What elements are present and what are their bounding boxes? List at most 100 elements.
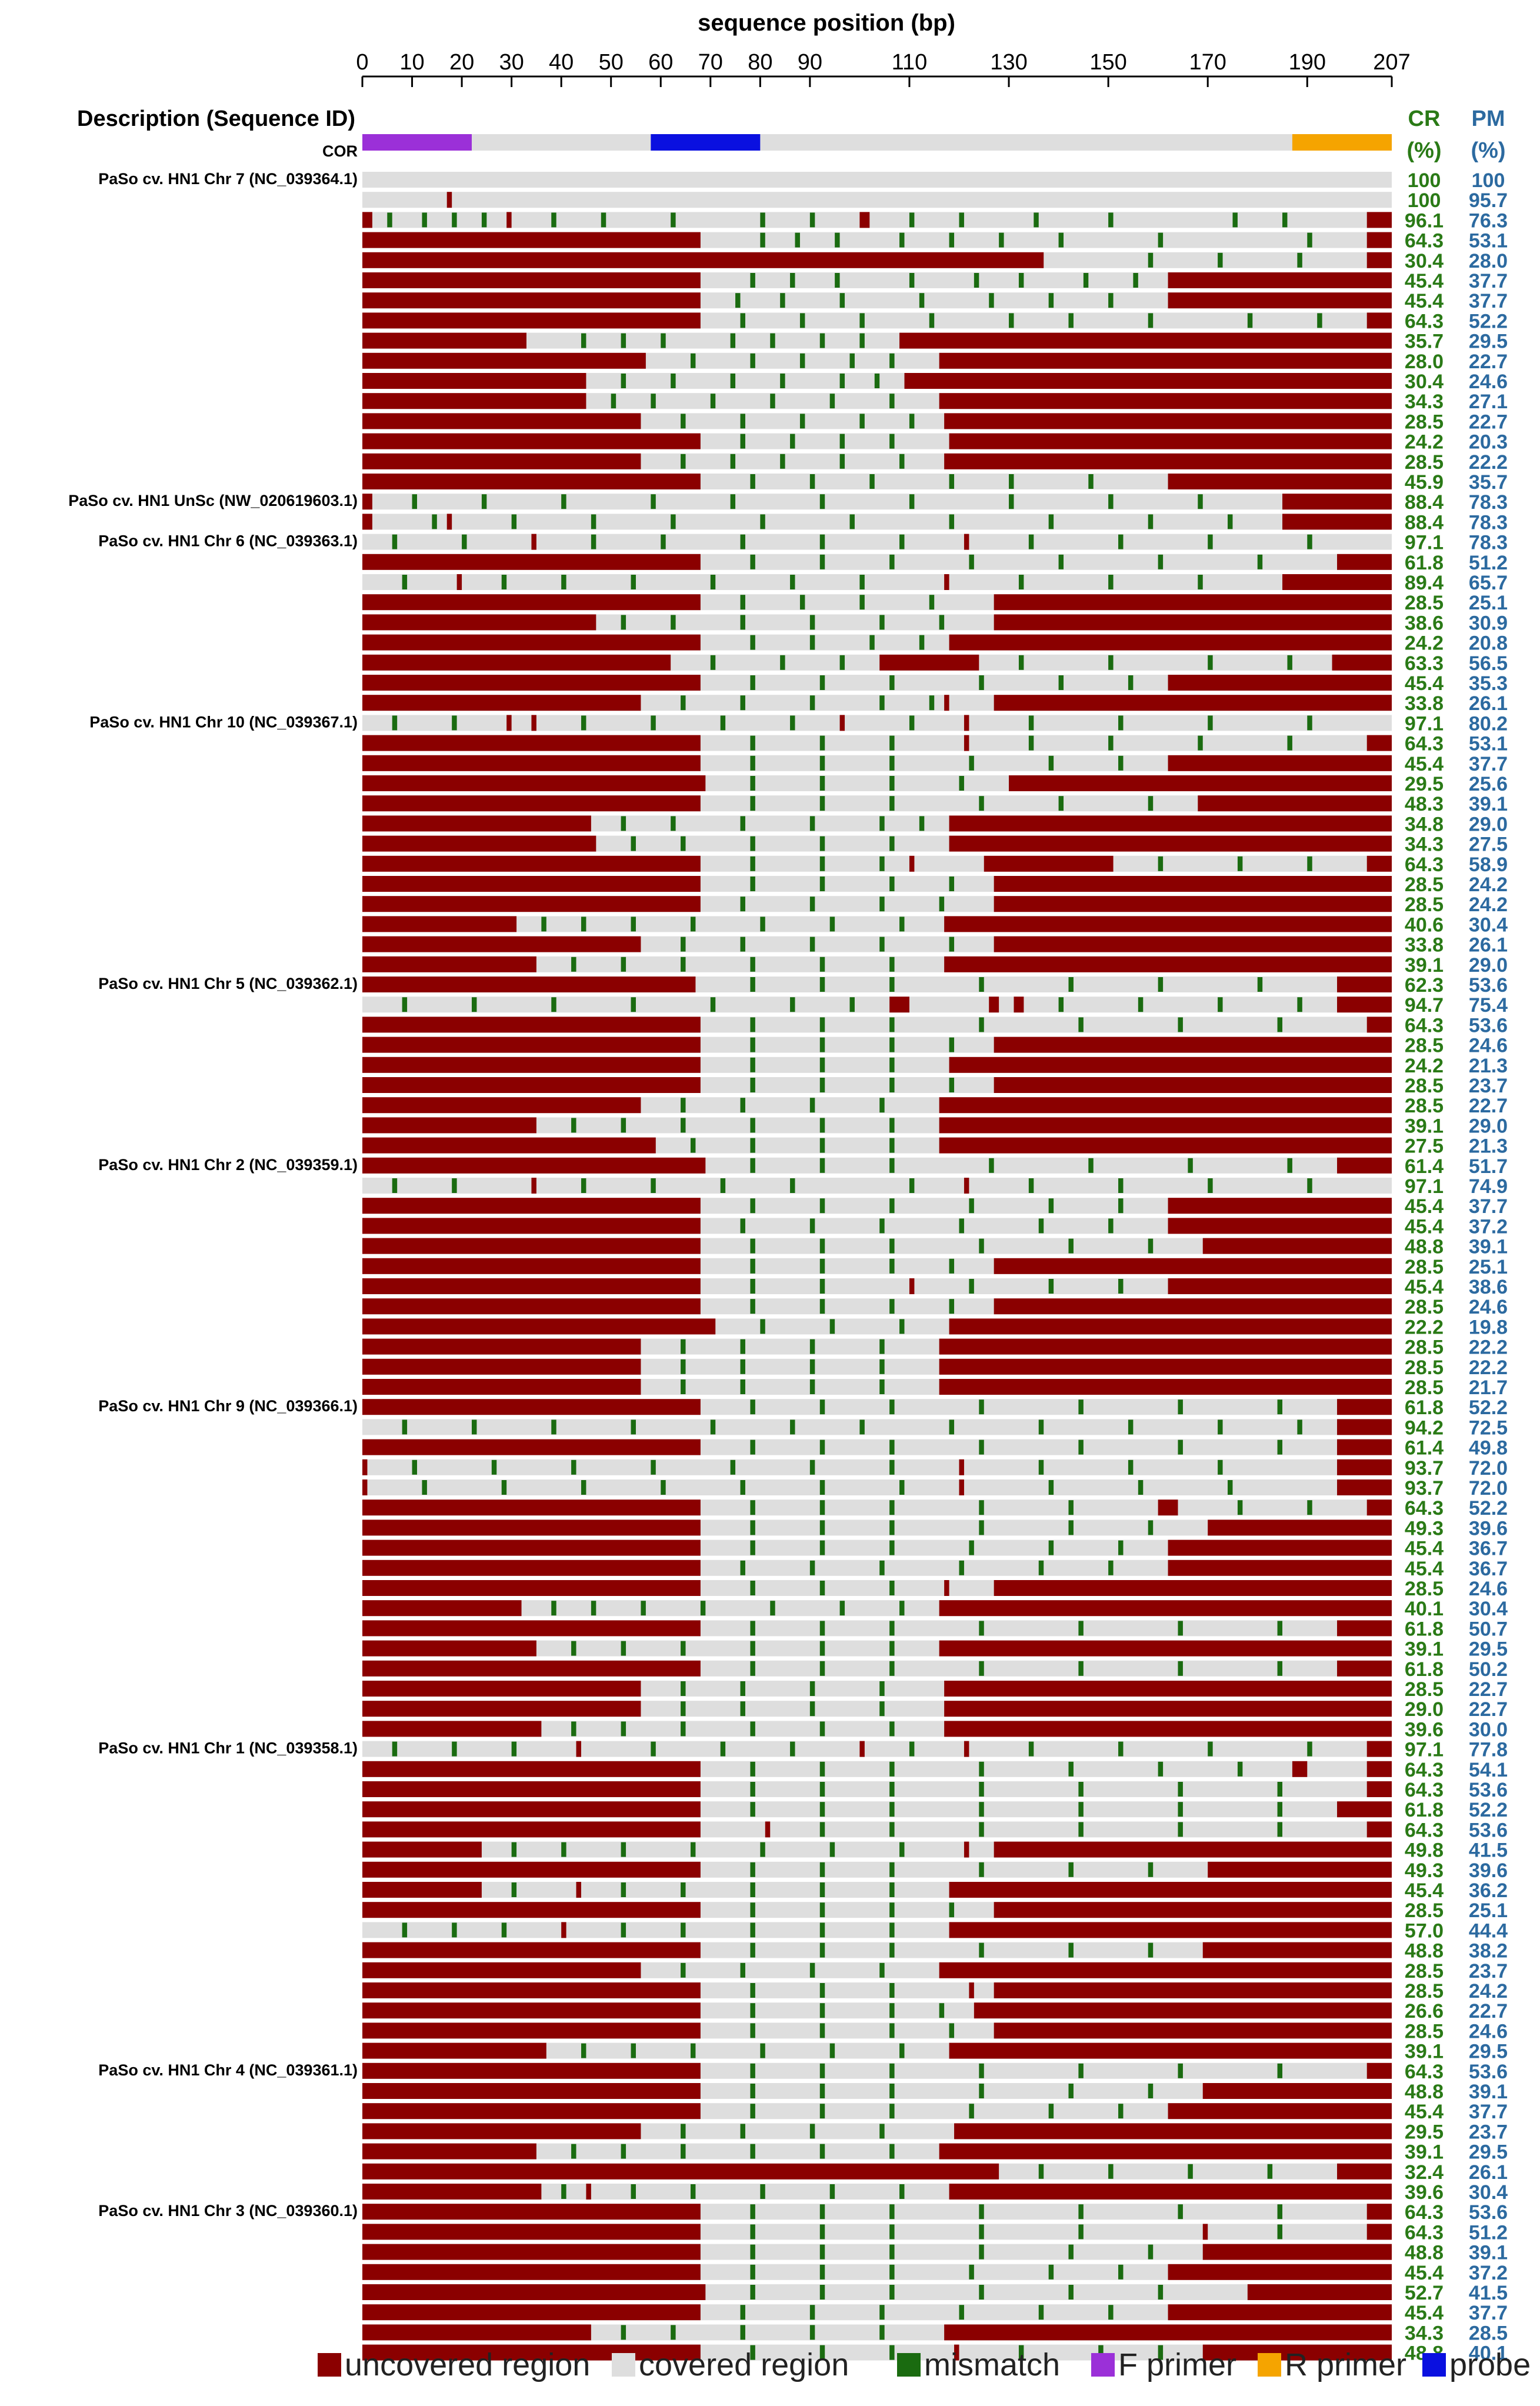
uncovered-region	[944, 2324, 1392, 2341]
mismatch-mark	[959, 1218, 964, 1234]
pm-value: 24.6	[1469, 371, 1508, 393]
mismatch-mark	[760, 917, 765, 932]
pm-value: 29.5	[1469, 1638, 1508, 1661]
mismatch-mark	[1133, 273, 1138, 288]
cr-value: 96.1	[1405, 209, 1444, 232]
mismatch-mark	[511, 1882, 517, 1897]
mismatch-mark	[889, 2144, 895, 2159]
uncovered-region	[362, 413, 641, 429]
uncovered-region	[531, 715, 536, 731]
uncovered-region	[362, 2284, 706, 2300]
x-tick-label: 170	[1189, 50, 1226, 75]
mismatch-mark	[1028, 735, 1034, 751]
legend-swatch	[897, 2353, 921, 2377]
pm-value: 37.2	[1469, 2262, 1508, 2284]
mismatch-mark	[795, 232, 800, 248]
mismatch-mark	[571, 1721, 576, 1737]
mismatch-mark	[1208, 534, 1213, 549]
uncovered-region	[362, 2062, 701, 2079]
uncovered-region	[974, 2002, 1392, 2019]
uncovered-region	[362, 2143, 536, 2160]
mismatch-mark	[1034, 212, 1039, 228]
uncovered-region	[362, 1499, 701, 1516]
mismatch-mark	[889, 1198, 895, 1214]
mismatch-mark	[979, 1238, 984, 1254]
mismatch-mark	[959, 1560, 964, 1575]
cr-value: 28.5	[1405, 411, 1444, 433]
uncovered-region	[1168, 1278, 1392, 1294]
uncovered-region	[362, 896, 701, 912]
pm-value: 26.1	[1469, 2161, 1508, 2184]
mismatch-mark	[929, 695, 935, 711]
uncovered-region	[362, 252, 1044, 268]
uncovered-region	[362, 634, 701, 651]
mismatch-mark	[889, 434, 895, 449]
mismatch-mark	[889, 1118, 895, 1133]
mismatch-mark	[760, 1842, 765, 1857]
mismatch-mark	[760, 1319, 765, 1334]
mismatch-mark	[790, 715, 795, 731]
mismatch-mark	[1148, 1520, 1154, 1535]
mismatch-mark	[1307, 1178, 1312, 1193]
cr-value: 64.3	[1405, 1759, 1444, 1781]
cr-value: 39.1	[1405, 1115, 1444, 1137]
uncovered-region	[506, 212, 512, 228]
covered-region	[362, 574, 1392, 590]
cr-value: 28.5	[1405, 1578, 1444, 1600]
uncovered-region	[362, 373, 586, 389]
uncovered-region	[362, 1459, 368, 1475]
uncovered-region	[362, 2083, 701, 2099]
mismatch-mark	[1307, 1500, 1312, 1515]
uncovered-region	[904, 373, 1392, 389]
mismatch-mark	[1108, 2305, 1114, 2320]
pm-value: 22.7	[1469, 1698, 1508, 1721]
mismatch-mark	[889, 1581, 895, 1595]
mismatch-mark	[819, 1942, 825, 1958]
uncovered-region	[944, 1721, 1392, 1737]
pm-value: 37.2	[1469, 1215, 1508, 1238]
mismatch-mark	[899, 917, 905, 932]
uncovered-region	[1337, 1459, 1392, 1475]
cr-value: 97.1	[1405, 1175, 1444, 1198]
mismatch-mark	[1178, 1399, 1183, 1415]
cr-value: 29.0	[1405, 1698, 1444, 1721]
uncovered-region	[362, 1358, 641, 1375]
cr-value: 24.2	[1405, 1055, 1444, 1077]
cr-value: 61.4	[1405, 1437, 1444, 1459]
mismatch-mark	[819, 1540, 825, 1555]
mismatch-mark	[1078, 1399, 1084, 1415]
uncovered-region	[362, 1580, 701, 1596]
mismatch-mark	[949, 1078, 955, 1092]
mismatch-mark	[621, 1721, 626, 1737]
mismatch-mark	[581, 917, 586, 932]
uncovered-region	[362, 936, 641, 952]
mismatch-mark	[799, 414, 805, 429]
uncovered-region	[362, 2184, 542, 2200]
mismatch-mark	[1148, 1238, 1154, 1254]
uncovered-region	[994, 1298, 1392, 1315]
mismatch-mark	[1038, 1459, 1044, 1475]
mismatch-mark	[899, 1842, 905, 1857]
uncovered-region	[362, 332, 526, 349]
mismatch-mark	[740, 2124, 745, 2139]
uncovered-region	[949, 1882, 1392, 1898]
mismatch-mark	[730, 1459, 736, 1475]
mismatch-mark	[780, 374, 785, 388]
uncovered-region	[362, 1399, 701, 1415]
mismatch-mark	[631, 2043, 636, 2058]
covered-region	[362, 1479, 1392, 1495]
mismatch-mark	[999, 232, 1004, 248]
pm-value: 37.7	[1469, 270, 1508, 292]
mismatch-mark	[720, 1178, 726, 1193]
cr-value: 40.1	[1405, 1598, 1444, 1620]
mismatch-mark	[889, 1238, 895, 1254]
mismatch-mark	[432, 514, 437, 529]
cr-value: 30.4	[1405, 250, 1444, 272]
pm-value: 72.0	[1469, 1477, 1508, 1499]
uncovered-region	[362, 1539, 701, 1556]
mismatch-mark	[939, 615, 945, 630]
uncovered-region	[949, 433, 1392, 449]
mismatch-mark	[471, 1419, 477, 1435]
mismatch-mark	[819, 1198, 825, 1214]
uncovered-region	[944, 574, 949, 590]
